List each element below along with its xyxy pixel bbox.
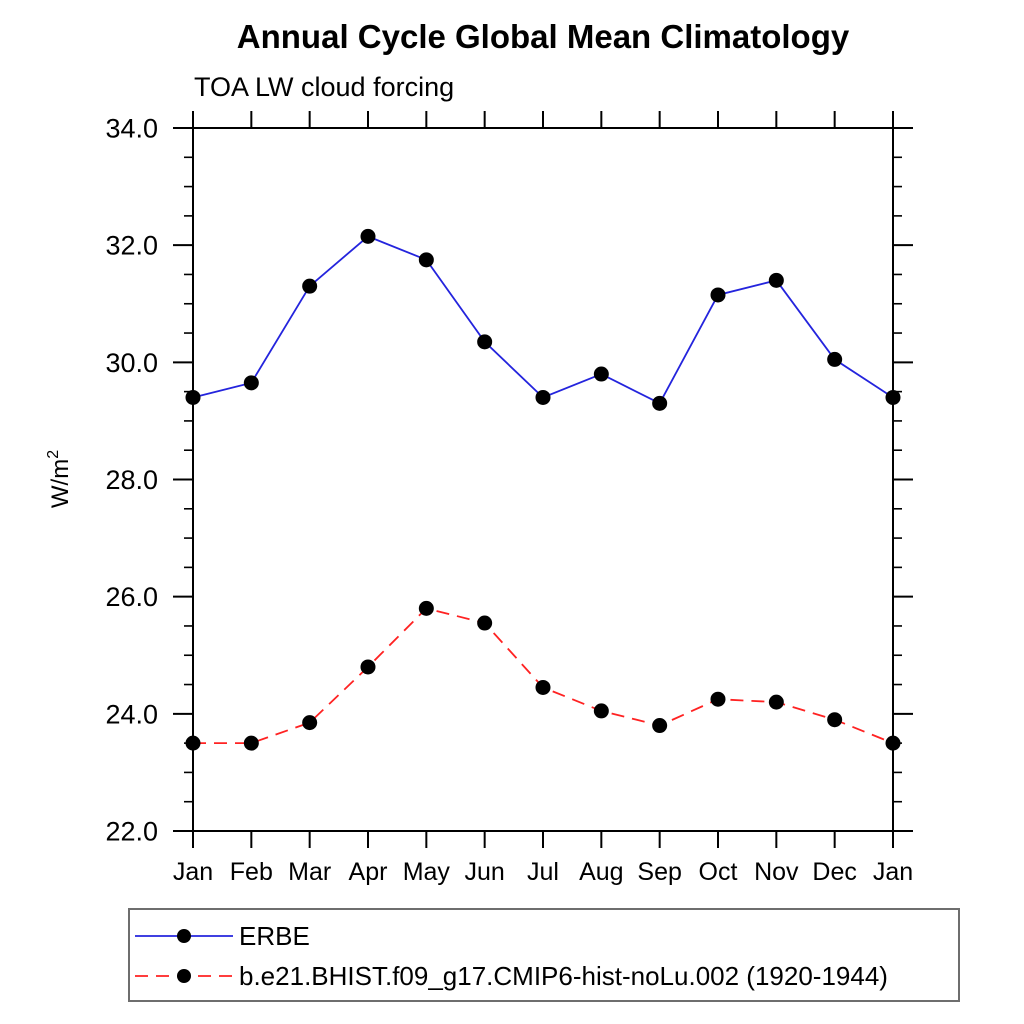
chart-title: Annual Cycle Global Mean Climatology	[236, 18, 850, 55]
legend-label-erbe: ERBE	[239, 921, 310, 951]
series-0-marker	[652, 395, 668, 411]
legend-line-sample-solid	[135, 929, 233, 943]
x-axis-tick-label: Feb	[230, 858, 273, 886]
x-axis-tick-label: May	[403, 858, 451, 886]
x-axis-tick-label: Mar	[288, 858, 331, 886]
y-axis-tick-label: 28.0	[105, 465, 158, 495]
chart-plot-canvas: 22.0 24.0 26.0 28.0 30.0 32.0 34.0 Jan Feb Mar Apr…	[45, 111, 913, 886]
series-1-marker	[768, 694, 784, 710]
y-axis-label: W/m2	[45, 450, 74, 508]
series-0-marker	[302, 278, 318, 294]
series-1-marker	[827, 712, 843, 728]
series-1-marker	[652, 718, 668, 734]
series-line-1	[193, 607, 894, 745]
x-axis-tick-label: Apr	[349, 858, 388, 886]
x-axis-tick-label: Oct	[699, 858, 738, 886]
series-1-marker	[477, 615, 493, 631]
x-axis-tick-label: Nov	[754, 858, 799, 886]
legend-item-model: b.e21.BHIST.f09_g17.CMIP6-hist-noLu.002 …	[134, 961, 888, 991]
plot-frame	[192, 127, 894, 832]
chart-subtitle: TOA LW cloud forcing	[194, 72, 455, 102]
series-0-marker	[593, 366, 609, 382]
series-0-marker	[827, 351, 843, 367]
series-1-marker	[185, 735, 201, 751]
series-0-marker	[243, 375, 259, 391]
legend-item-erbe: ERBE	[134, 921, 310, 951]
series-0-marker	[768, 272, 784, 288]
series-0-marker	[535, 389, 551, 405]
series-0-marker	[185, 389, 201, 405]
series-0-marker	[477, 334, 493, 350]
series-0-marker	[885, 389, 901, 405]
x-axis-tick-label: Jan	[873, 858, 913, 886]
x-axis-tick-label: Dec	[812, 858, 856, 886]
series-1-marker	[243, 735, 259, 751]
series-0-marker	[360, 228, 376, 244]
series-0-marker	[418, 252, 434, 268]
y-axis-tick-label: 32.0	[105, 231, 158, 261]
y-axis-tick-label: 26.0	[105, 582, 158, 612]
series-1-marker	[710, 691, 726, 707]
series-1-marker	[302, 715, 318, 731]
y-axis-tick-label: 34.0	[105, 113, 158, 143]
y-axis-tick-label: 22.0	[105, 816, 158, 846]
series-0-marker	[710, 287, 726, 303]
x-axis-tick-label: Sep	[637, 858, 681, 886]
legend-label-model: b.e21.BHIST.f09_g17.CMIP6-hist-noLu.002 …	[239, 961, 888, 991]
series-1-marker	[360, 659, 376, 675]
y-axis-tick-label: 30.0	[105, 348, 158, 378]
x-axis-tick-label: Jun	[465, 858, 505, 886]
x-axis-tick-label: Aug	[579, 858, 623, 886]
y-axis-tick-label: 24.0	[105, 699, 158, 729]
series-line-0	[192, 235, 894, 405]
x-axis-tick-label: Jul	[527, 858, 559, 886]
series-1-marker	[535, 679, 551, 695]
x-axis-tick-label: Jan	[173, 858, 213, 886]
legend: ERBE b.e21.BHIST.f09_g17.CMIP6-hist-noLu…	[128, 908, 960, 1002]
series-1-marker	[593, 703, 609, 719]
series-1-marker	[418, 600, 434, 616]
series-1-marker	[885, 735, 901, 751]
legend-line-sample-dashed	[135, 969, 233, 983]
